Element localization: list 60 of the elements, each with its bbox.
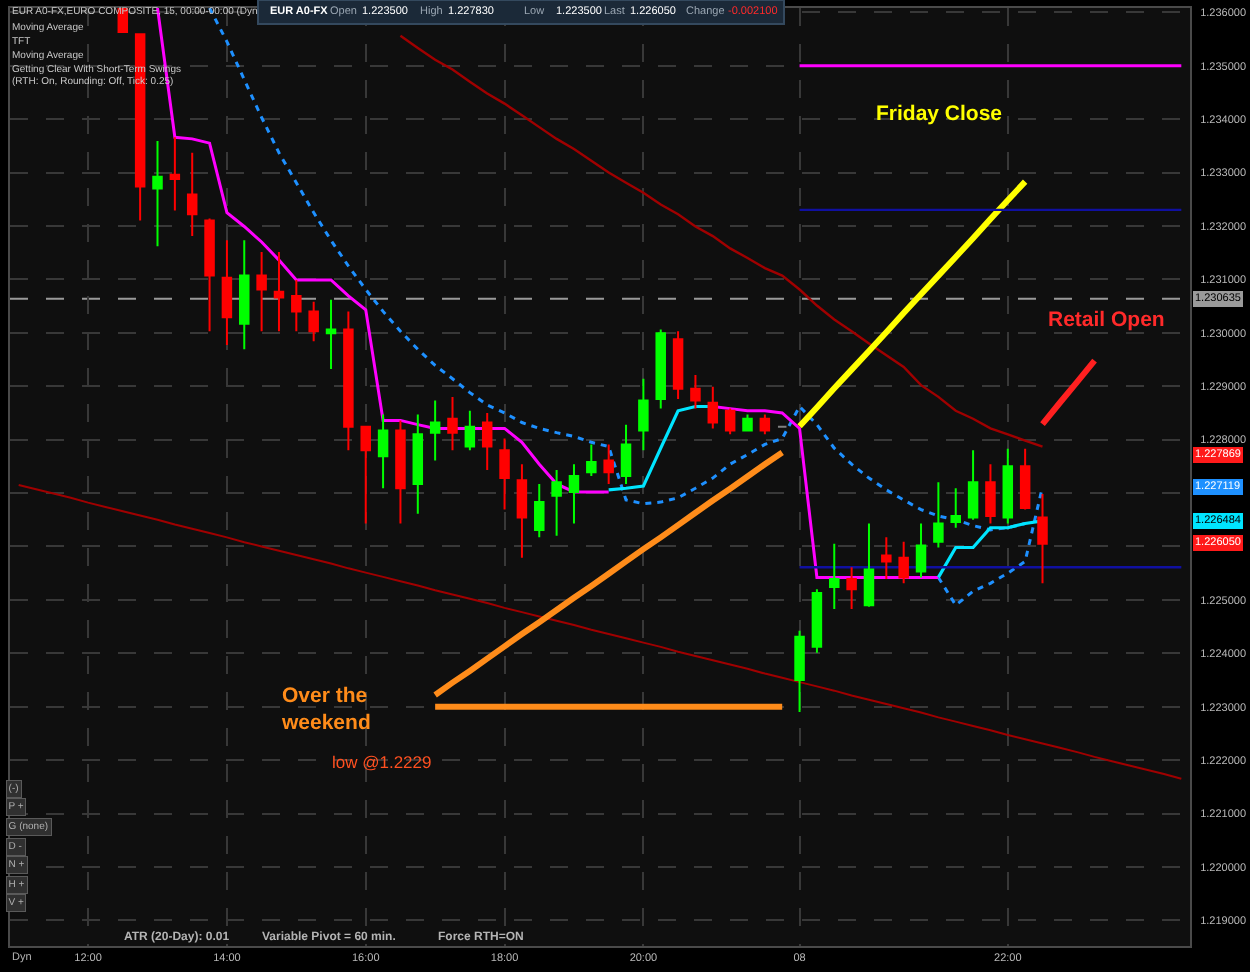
line-series	[1039, 357, 1098, 428]
candlestick	[950, 487, 961, 529]
candlestick	[291, 278, 302, 333]
candlestick	[794, 629, 805, 714]
candlestick	[829, 542, 840, 610]
candlestick	[221, 239, 233, 347]
candlestick	[429, 399, 441, 462]
candlestick	[308, 300, 319, 343]
candlestick	[846, 566, 857, 610]
candlestick	[239, 239, 250, 351]
candlestick	[898, 540, 909, 585]
candlestick	[186, 151, 198, 238]
candlestick	[395, 419, 406, 525]
candlestick	[412, 413, 424, 515]
candlestick	[343, 310, 354, 452]
candlestick	[811, 588, 823, 654]
annotation: Friday Close	[876, 102, 1003, 126]
annotation: Retail Open	[1048, 308, 1165, 332]
candlestick	[447, 395, 458, 452]
candlestick	[360, 425, 371, 525]
candlestick	[985, 463, 996, 525]
candlestick	[1002, 447, 1014, 525]
candlestick	[169, 136, 181, 212]
candlestick	[881, 536, 892, 581]
candlestick	[204, 217, 215, 333]
candlestick	[638, 377, 649, 452]
candlestick	[620, 423, 632, 485]
candlestick	[863, 522, 875, 608]
candlestick	[273, 251, 285, 333]
candlestick	[915, 522, 927, 579]
candlestick	[690, 373, 701, 410]
candlestick	[568, 463, 580, 525]
annotation: Over the weekend	[280, 684, 371, 736]
line-series	[17, 484, 1183, 780]
candlestick	[724, 407, 736, 436]
candlestick	[603, 443, 614, 485]
candlestick	[516, 463, 528, 559]
candlestick	[464, 409, 476, 452]
candlestick	[586, 443, 597, 477]
candlestick	[256, 251, 267, 333]
candlestick	[759, 413, 771, 436]
candlestick	[551, 469, 562, 537]
annotation: low @1.2229	[332, 752, 433, 772]
candlestick	[534, 482, 545, 539]
candlestick	[655, 328, 666, 410]
candlestick	[377, 413, 389, 490]
candlestick	[499, 437, 510, 511]
line-series	[399, 34, 1044, 448]
candlestick	[933, 481, 944, 549]
candlestick	[1037, 493, 1048, 585]
candlestick	[742, 413, 753, 432]
candlestick	[152, 140, 163, 248]
candlestick	[325, 298, 337, 371]
line-series	[432, 449, 786, 698]
candlestick	[672, 330, 684, 401]
candlestick	[1019, 447, 1031, 511]
candlestick	[967, 449, 979, 521]
line-series	[796, 178, 1029, 430]
candlestick	[707, 385, 719, 430]
candlestick	[481, 411, 493, 472]
